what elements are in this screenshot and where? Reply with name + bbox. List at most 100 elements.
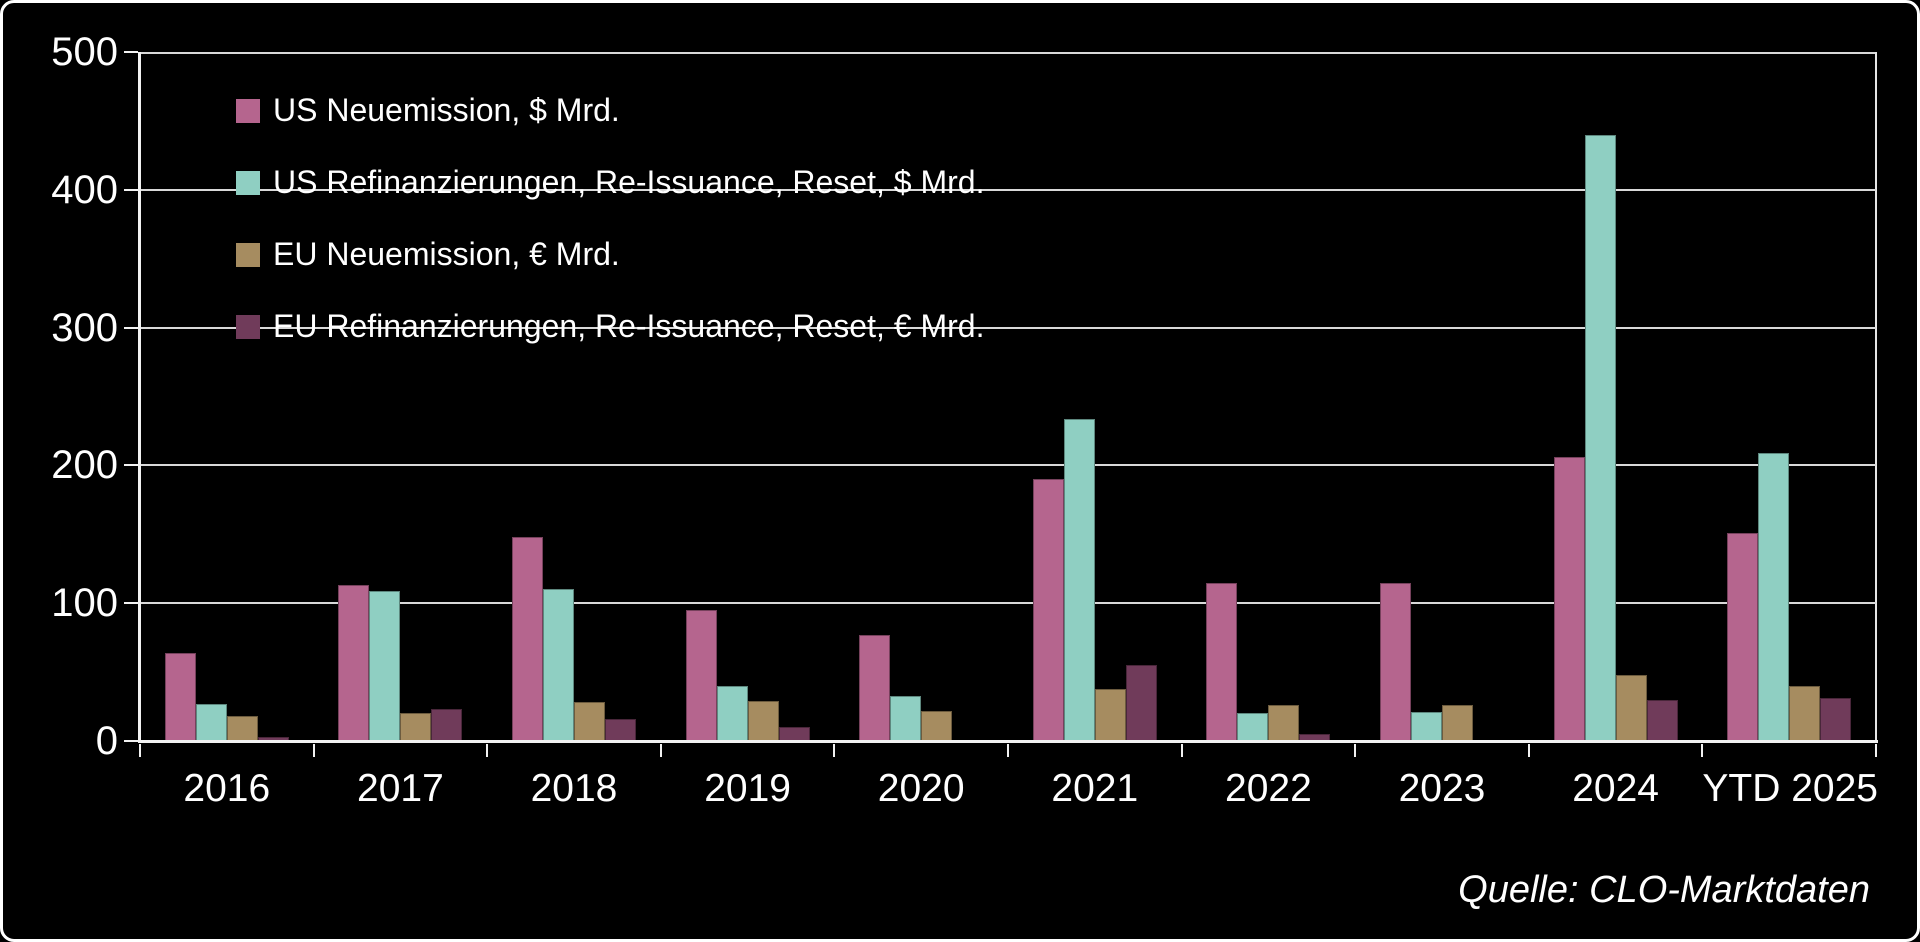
bar-2019-series-0 xyxy=(685,610,717,741)
bar-2021-series-2 xyxy=(1094,688,1126,741)
bar-2017-series-0 xyxy=(338,585,370,741)
x-axis-label-2017: 2017 xyxy=(357,767,444,810)
legend-item-2: EU Neuemission, € Mrd. xyxy=(236,236,620,273)
legend-label: US Neuemission, $ Mrd. xyxy=(273,92,620,128)
y-axis-label-400: 400 xyxy=(51,167,118,212)
bar-group-2018 xyxy=(487,52,661,741)
bar-2017-series-3 xyxy=(431,709,463,741)
bar-2017-series-1 xyxy=(369,590,401,741)
x-tick-1 xyxy=(312,744,315,757)
bar-2016-series-1 xyxy=(195,703,227,741)
gridline-100 xyxy=(140,602,1876,605)
plot-area xyxy=(124,51,1878,757)
y-axis-label-500: 500 xyxy=(51,30,118,74)
bar-2023-series-1 xyxy=(1410,712,1442,741)
bar-group-2021 xyxy=(1008,52,1182,741)
y-axis-label-200: 200 xyxy=(51,443,118,488)
x-axis-label-2016: 2016 xyxy=(183,767,271,810)
x-axis-label-2021: 2021 xyxy=(1051,767,1139,810)
legend-item-1: US Refinanzierungen, Re-Issuance, Reset,… xyxy=(236,164,984,201)
bar-2022-series-0 xyxy=(1206,582,1238,741)
legend-item-3: EU Refinanzierungen, Re-Issuance, Reset,… xyxy=(236,308,984,345)
bar-2020-series-0 xyxy=(859,634,891,741)
x-tick-8 xyxy=(1527,744,1530,757)
bar-YTD-2025-series-1 xyxy=(1758,453,1790,741)
legend-label: EU Refinanzierungen, Re-Issuance, Reset,… xyxy=(273,308,985,344)
legend-swatch-icon xyxy=(236,242,260,267)
bar-2024-series-3 xyxy=(1646,699,1678,741)
bar-2023-series-0 xyxy=(1379,582,1411,741)
bar-YTD-2025-series-0 xyxy=(1727,532,1759,741)
bar-YTD-2025-series-2 xyxy=(1789,685,1821,741)
bar-2020-series-2 xyxy=(921,710,953,741)
bar-2023-series-2 xyxy=(1441,705,1473,741)
bar-2022-series-2 xyxy=(1268,705,1300,741)
bar-group-YTD 2025 xyxy=(1702,52,1876,741)
legend-label: US Refinanzierungen, Re-Issuance, Reset,… xyxy=(273,164,985,200)
bar-2017-series-2 xyxy=(400,713,432,741)
bar-2018-series-1 xyxy=(542,589,574,741)
x-axis-label-2024: 2024 xyxy=(1572,767,1659,810)
x-tick-2 xyxy=(486,744,489,757)
bar-2021-series-0 xyxy=(1032,479,1064,741)
legend-swatch-icon xyxy=(236,314,260,339)
x-tick-3 xyxy=(659,744,662,757)
bar-2022-series-3 xyxy=(1299,734,1331,741)
bar-2024-series-1 xyxy=(1584,134,1616,741)
bar-2018-series-2 xyxy=(573,702,605,741)
bar-group-2023 xyxy=(1355,52,1529,741)
legend-swatch-icon xyxy=(236,170,260,195)
x-axis-label-2023: 2023 xyxy=(1398,767,1486,810)
bar-2016-series-2 xyxy=(226,716,258,741)
plot-top-border xyxy=(140,52,1876,54)
x-tick-9 xyxy=(1701,744,1704,757)
bar-2019-series-3 xyxy=(778,727,810,741)
bar-2021-series-3 xyxy=(1125,665,1157,741)
legend-item-0: US Neuemission, $ Mrd. xyxy=(236,92,620,129)
bar-2024-series-2 xyxy=(1615,674,1647,741)
y-tick-400 xyxy=(124,188,138,191)
bar-group-2017 xyxy=(314,52,488,741)
x-tick-0 xyxy=(139,744,141,757)
bar-group-2019 xyxy=(661,52,835,741)
gridline-300 xyxy=(140,326,1876,329)
y-axis-label-100: 100 xyxy=(51,581,118,626)
bar-2016-series-3 xyxy=(257,736,289,741)
y-tick-0 xyxy=(124,740,138,742)
bar-group-2022 xyxy=(1182,52,1356,741)
bar-group-2024 xyxy=(1529,52,1703,741)
y-tick-200 xyxy=(124,464,138,467)
y-axis-label-0: 0 xyxy=(95,719,118,763)
x-tick-10 xyxy=(1875,744,1877,757)
bar-2016-series-0 xyxy=(164,652,196,741)
y-axis-line xyxy=(138,52,141,741)
bar-2018-series-0 xyxy=(511,537,543,741)
bar-2021-series-1 xyxy=(1063,418,1095,741)
x-axis-label-2022: 2022 xyxy=(1225,767,1312,810)
x-axis-line xyxy=(138,740,1878,743)
x-tick-6 xyxy=(1180,744,1183,757)
gridline-200 xyxy=(140,464,1876,467)
bar-2024-series-0 xyxy=(1553,457,1585,741)
x-axis-label-YTD-2025: YTD 2025 xyxy=(1702,767,1878,810)
plot-right-border xyxy=(1875,52,1877,741)
x-tick-5 xyxy=(1007,744,1009,757)
source-note: Quelle: CLO-Marktdaten xyxy=(1458,869,1870,911)
bar-2019-series-2 xyxy=(747,701,779,741)
bar-2022-series-1 xyxy=(1237,713,1269,741)
bar-2020-series-1 xyxy=(890,695,922,741)
legend-swatch-icon xyxy=(236,98,260,123)
x-axis-label-2019: 2019 xyxy=(704,767,791,810)
bar-YTD-2025-series-3 xyxy=(1820,698,1852,741)
x-tick-7 xyxy=(1354,744,1357,757)
x-axis-label-2018: 2018 xyxy=(530,767,618,810)
y-tick-500 xyxy=(124,51,138,53)
x-tick-4 xyxy=(833,744,836,757)
bar-group-2016 xyxy=(140,52,314,741)
gridline-400 xyxy=(140,188,1876,191)
y-axis-label-300: 300 xyxy=(51,305,118,350)
bar-group-2020 xyxy=(834,52,1008,741)
y-tick-300 xyxy=(124,326,138,329)
legend-label: EU Neuemission, € Mrd. xyxy=(273,236,620,272)
bar-2019-series-1 xyxy=(716,685,748,741)
